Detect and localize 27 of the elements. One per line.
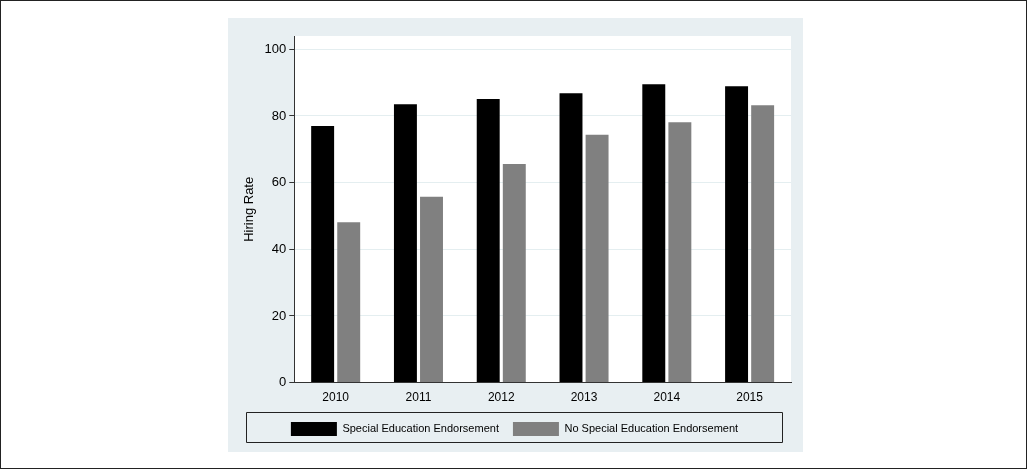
- y-tick-label: 60: [271, 174, 287, 190]
- bar: [585, 134, 609, 383]
- x-tick-label: 2013: [570, 390, 598, 405]
- bar: [751, 105, 775, 383]
- bar: [393, 104, 417, 383]
- y-tick-label: 20: [271, 307, 287, 323]
- x-tick-label: 2015: [736, 390, 764, 405]
- y-tick-label: 80: [271, 107, 287, 123]
- bar: [337, 222, 361, 383]
- y-tick-label: 0: [279, 374, 287, 390]
- bar: [502, 163, 526, 383]
- bar: [642, 84, 666, 383]
- x-tick-label: 2010: [322, 390, 350, 405]
- y-axis-title: Hiring Rate: [241, 176, 257, 242]
- y-tick-label: 100: [264, 40, 287, 56]
- bar: [559, 93, 583, 383]
- y-tick-label: 40: [271, 240, 287, 256]
- bar: [725, 86, 749, 383]
- bar: [476, 98, 500, 383]
- x-tick-label: 2012: [487, 390, 515, 405]
- bar: [311, 125, 335, 383]
- x-tick-label: 2011: [405, 390, 432, 405]
- bar: [668, 122, 692, 383]
- legend-label: Special Education Endorsement: [342, 422, 499, 435]
- x-tick-label: 2014: [653, 390, 681, 405]
- bar: [420, 196, 443, 383]
- legend-label: No Special Education Endorsement: [564, 422, 739, 435]
